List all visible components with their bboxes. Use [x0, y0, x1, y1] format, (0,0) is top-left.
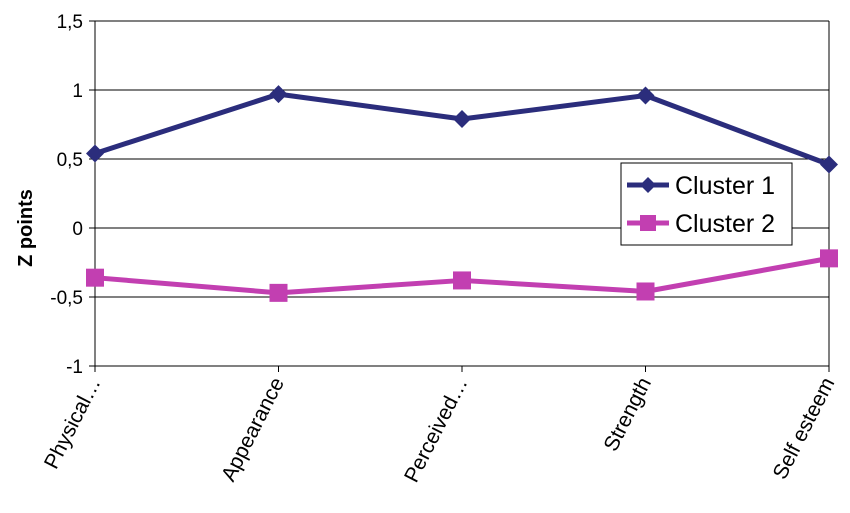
y-axis-label: Z points [15, 189, 37, 267]
series-group [86, 85, 838, 302]
legend-label: Cluster 2 [675, 210, 775, 238]
data-point-diamond [269, 85, 288, 104]
data-point-square [86, 268, 104, 287]
legend: Cluster 1 Cluster 2 [620, 162, 793, 246]
data-point-diamond [640, 177, 656, 193]
data-point-diamond [453, 109, 471, 128]
x-tick-label: Self esteem [769, 374, 840, 483]
data-point-square [269, 283, 288, 302]
data-point-diamond [86, 144, 104, 163]
data-point-square [640, 215, 656, 231]
data-point-square [453, 271, 471, 290]
y-tick-label: 1 [72, 81, 83, 102]
axes [89, 20, 830, 372]
x-tick-label: Physical… [40, 374, 106, 473]
y-tick-labels: -1 -0,5 0 0,5 1 1,5 [50, 12, 83, 378]
x-tick-labels: Physical… Appearance Perceived… Strength Sel… [40, 374, 840, 486]
data-point-square [636, 282, 655, 301]
series-line [94, 91, 830, 167]
x-tick-label: Strength [599, 374, 656, 455]
x-tick-label: Perceived… [400, 374, 472, 486]
y-tick-label: -1 [66, 357, 83, 378]
legend-label: Cluster 1 [675, 172, 775, 200]
y-tick-label: 0,5 [57, 150, 83, 171]
data-point-diamond [820, 155, 838, 174]
y-tick-label: 0 [72, 219, 83, 240]
x-tick-label: Appearance [217, 374, 289, 485]
y-tick-label: 1,5 [57, 12, 83, 33]
y-tick-label: -0,5 [50, 288, 83, 309]
data-point-diamond [636, 86, 655, 105]
legend-box [620, 162, 793, 246]
data-point-square [820, 249, 838, 268]
